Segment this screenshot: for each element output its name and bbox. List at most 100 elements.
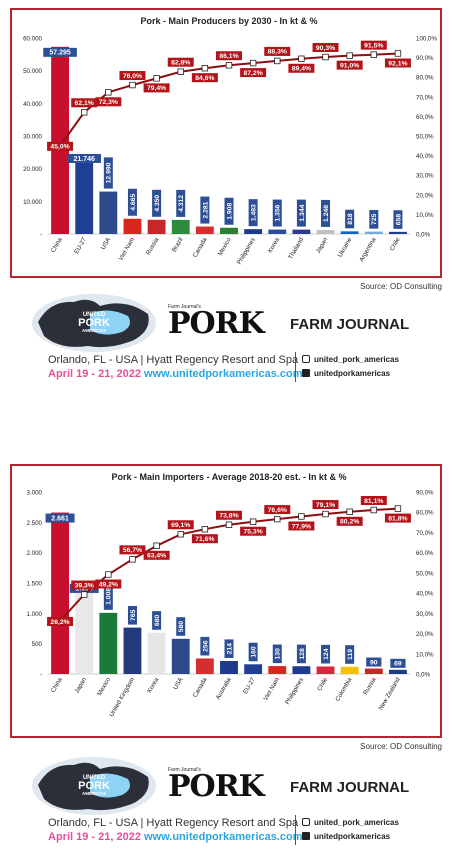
- facebook-handle[interactable]: unitedporkamericas: [302, 369, 390, 378]
- cumulative-share-label: 56,7%: [123, 547, 142, 554]
- cumulative-share-label-box: [312, 43, 339, 53]
- y2-tick-label: 20,0%: [416, 192, 434, 199]
- event-url-link[interactable]: www.unitedporkamericas.com: [144, 831, 303, 843]
- facebook-icon: [302, 369, 310, 377]
- bar-philippines: [292, 666, 311, 674]
- cumulative-share-label-box: [119, 545, 146, 555]
- cumulative-share-label-box: [360, 495, 387, 505]
- cumulative-share-marker: [370, 51, 377, 58]
- event-banner-2: UNITED PORK AMERICAS Farm Journal's PORK…: [0, 755, 454, 860]
- cumulative-share-label-box: [312, 500, 339, 510]
- pork-logo: PORK: [168, 769, 265, 804]
- cumulative-share-label: 89,4%: [292, 66, 311, 73]
- x-tick-label-group: Philippines: [236, 237, 257, 266]
- x-tick-label-group: EU-27: [242, 676, 257, 695]
- united-pork-americas-logo: UNITED PORK AMERICAS: [32, 294, 156, 352]
- event-url-link[interactable]: www.unitedporkamericas.com: [144, 368, 303, 380]
- cumulative-share-label-box: [71, 580, 98, 590]
- x-tick-label-group: Mexico: [217, 236, 233, 257]
- instagram-handle[interactable]: united_pork_americas: [302, 818, 399, 827]
- x-tick-label-group: Chile: [389, 236, 402, 252]
- cumulative-share-label-box: [216, 51, 242, 61]
- y2-tick-label: 80,0%: [416, 75, 434, 82]
- x-tick-label: Japan: [73, 676, 88, 695]
- bar-value-label: 21.746: [73, 156, 95, 163]
- bar-value-label: 580: [178, 621, 185, 633]
- bar-value-label-box: [345, 209, 355, 229]
- cumulative-share-marker: [322, 53, 329, 61]
- united-pork-americas-logo: UNITED PORK AMERICAS: [32, 757, 156, 815]
- bar-value-label-box: [296, 199, 306, 227]
- bar-value-label-group: 1.908: [224, 197, 234, 225]
- bar-eu-27: [75, 162, 94, 234]
- cumulative-share-label: 49,2%: [99, 581, 118, 588]
- bar-value-label-group: 4.665: [127, 188, 137, 216]
- cumulative-share-label: 76,0%: [123, 73, 142, 80]
- bar-value-label-box: [152, 611, 162, 630]
- instagram-handle[interactable]: united_pork_americas: [302, 355, 399, 364]
- farm-journal-logo: FARM JOURNAL: [290, 779, 410, 796]
- importers-chart-panel: Pork - Main Importers - Average 2018-20 …: [10, 464, 442, 738]
- bar-china: [51, 46, 69, 234]
- bar-value-label-box: [43, 47, 77, 57]
- cumulative-share-label-box: [288, 521, 315, 531]
- y2-tick-label: 70,0%: [416, 94, 434, 101]
- bar-value-label-box: [248, 199, 258, 227]
- y2-tick-label: 30,0%: [416, 173, 434, 180]
- bar-value-label: 160: [251, 646, 258, 658]
- producers-source: Source: OD Consulting: [360, 282, 442, 291]
- x-tick-label: Korea: [267, 236, 282, 254]
- bar-value-label-box: [176, 189, 186, 217]
- bar-value-label: 4.665: [130, 194, 137, 211]
- cumulative-share-marker: [177, 531, 184, 538]
- bar-value-label-group: 256: [200, 636, 210, 656]
- bar-value-label: 1.344: [299, 204, 306, 221]
- bar-value-label-group: 658: [393, 210, 403, 229]
- cumulative-share-marker: [153, 542, 160, 549]
- cumulative-share-label: 87,2%: [243, 70, 262, 77]
- event-date: April 19 - 21, 2022: [48, 831, 141, 843]
- facebook-handle[interactable]: unitedporkamericas: [302, 832, 390, 841]
- cumulative-share-marker: [249, 518, 257, 525]
- y-tick-label: 500: [32, 641, 43, 648]
- cumulative-share-marker: [201, 64, 209, 72]
- importers-source: Source: OD Consulting: [360, 742, 442, 751]
- cumulative-share-label: 75,3%: [243, 529, 262, 536]
- bar-value-label-group: 4.312: [176, 189, 186, 217]
- bar-colombia: [340, 666, 359, 674]
- x-tick-label: Chile: [316, 676, 329, 692]
- bar-united-kingdom: [123, 627, 142, 674]
- bar-value-label-box: [390, 658, 406, 668]
- event-date-line: April 19 - 21, 2022 www.unitedporkameric…: [48, 831, 303, 843]
- y-tick-label: -: [40, 672, 42, 679]
- y2-tick-label: 90,0%: [416, 55, 434, 62]
- x-tick-label: EU-27: [242, 676, 257, 695]
- cumulative-share-marker: [370, 506, 377, 514]
- bar-value-label-group: 1.483: [248, 199, 258, 227]
- banner-divider: [295, 352, 296, 382]
- bar-value-label: 124: [323, 648, 330, 660]
- y-tick-label: 60.000: [23, 36, 42, 43]
- cumulative-share-label-box: [191, 73, 218, 83]
- x-tick-label-group: EU-27: [73, 236, 88, 255]
- cumulative-share-label-box: [336, 516, 363, 526]
- bar-china: [51, 512, 69, 674]
- bar-value-label-box: [200, 636, 210, 656]
- y2-tick-label: 40,0%: [416, 591, 434, 598]
- logo-united-text: UNITED: [83, 312, 106, 318]
- cumulative-share-marker: [249, 59, 257, 67]
- cumulative-share-label: 84,6%: [195, 75, 214, 82]
- cumulative-share-label-box: [71, 98, 98, 108]
- cumulative-share-label-box: [240, 526, 267, 536]
- x-tick-label: Chile: [389, 236, 402, 252]
- cumulative-share-label: 90,3%: [316, 45, 335, 52]
- farm-journals-label: Farm Journal's: [168, 304, 201, 310]
- bar-value-label-box: [345, 645, 355, 664]
- bar-korea: [147, 632, 166, 674]
- x-tick-label-group: Russia: [362, 676, 378, 696]
- cumulative-share-label: 71,6%: [195, 536, 214, 543]
- bar-value-label-box: [296, 644, 306, 664]
- bar-value-label-box: [248, 642, 258, 662]
- cumulative-share-label-box: [336, 60, 363, 70]
- bar-value-label: 1.356: [275, 204, 282, 221]
